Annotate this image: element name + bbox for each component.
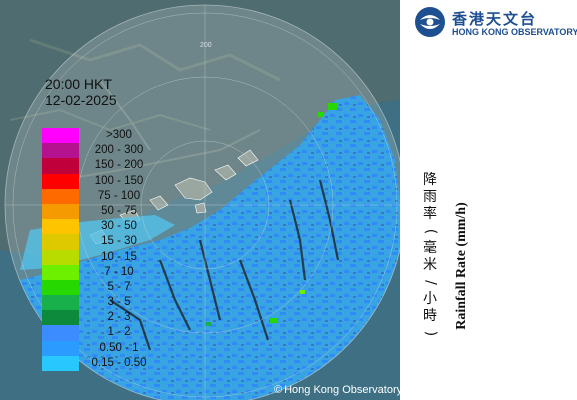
hko-emblem-icon	[415, 7, 445, 37]
legend-label: 100 - 150	[94, 174, 144, 187]
legend-label: 150 - 200	[94, 159, 144, 172]
legend-swatch	[42, 279, 79, 296]
observation-time: 20:00 HKT	[45, 76, 112, 92]
legend-swatch	[42, 355, 79, 371]
legend-row: 150 - 200	[42, 158, 177, 174]
legend-label: 75 - 100	[97, 189, 141, 202]
legend-row: 10 - 15	[42, 249, 177, 265]
legend-row: 5 - 7	[42, 279, 177, 296]
legend-title-zh-char: 時	[423, 308, 437, 324]
legend-row: 1 - 2	[42, 325, 177, 341]
legend-row: 30 - 50	[42, 219, 177, 235]
logo-name-en: HONG KONG OBSERVATORY	[452, 27, 577, 37]
legend-row: 50 - 75	[42, 203, 177, 220]
legend-swatch	[42, 219, 79, 235]
legend-title-zh: 降雨率 ( 毫米 / 小時)	[421, 172, 439, 342]
terrain-texture	[9, 38, 281, 181]
legend-swatch	[42, 295, 79, 311]
observation-date: 12-02-2025	[45, 92, 117, 108]
legend-label: >300	[106, 129, 132, 141]
legend-swatch	[42, 143, 79, 159]
copyright-text: Hong Kong Observatory	[284, 384, 400, 396]
range-label: 200	[200, 42, 212, 49]
legend-title-zh-char: 率	[423, 206, 437, 222]
legend-row: 3 - 5	[42, 295, 177, 311]
legend-title-zh-char: (	[422, 228, 439, 235]
legend-label: 1 - 2	[107, 326, 131, 339]
legend-label: 5 - 7	[107, 280, 131, 293]
copyright-symbol: ©	[274, 384, 283, 396]
legend-label: 30 - 50	[101, 220, 137, 233]
legend-label: 0.15 - 0.50	[91, 356, 147, 369]
legend-row: 100 - 150	[42, 173, 177, 189]
legend-swatch	[42, 234, 79, 250]
legend-row: >300	[42, 128, 177, 144]
legend-label: 2 - 3	[107, 311, 131, 324]
legend-row: 7 - 10	[42, 264, 177, 280]
legend-row: 200 - 300	[42, 143, 177, 159]
legend-swatch	[42, 203, 79, 220]
legend-row: 75 - 100	[42, 188, 177, 204]
legend-title-zh-char: 雨	[423, 189, 437, 205]
legend-title-zh-char: 小	[423, 291, 437, 307]
radar-map-canvas	[0, 0, 400, 400]
legend-row: 0.15 - 0.50	[42, 355, 177, 371]
logo-name-zh: 香港天文台	[452, 10, 538, 28]
radar-map: 200 200 ©Hong Kong Observatory	[0, 0, 400, 400]
legend-label: 7 - 10	[104, 265, 134, 278]
rain-echo	[5, 95, 400, 400]
info-panel: 香港天文台 HONG KONG OBSERVATORY	[400, 0, 577, 400]
radar-range-circle	[4, 4, 400, 400]
legend-swatch	[42, 340, 79, 356]
legend-title-zh-char: 毫	[423, 240, 437, 256]
legend-label: 15 - 30	[101, 235, 137, 248]
legend-swatch	[42, 158, 79, 174]
legend-swatch	[42, 264, 79, 280]
legend-label: 200 - 300	[94, 144, 144, 157]
hko-logo: 香港天文台 HONG KONG OBSERVATORY	[414, 6, 577, 40]
legend-title-zh-char: 降	[423, 172, 437, 188]
legend-swatch	[42, 310, 79, 326]
legend-label: 0.50 - 1	[99, 341, 139, 354]
legend-swatch	[42, 188, 79, 204]
echo-shadow	[109, 179, 340, 351]
legend-row: 15 - 30	[42, 234, 177, 250]
legend-swatch	[42, 325, 79, 341]
range-rings	[5, 5, 400, 400]
legend-title-zh-char: 米	[423, 257, 437, 273]
legend-swatch	[42, 173, 79, 189]
legend-label: 10 - 15	[101, 250, 137, 263]
legend-swatch	[42, 249, 79, 265]
heavy-rain-cells	[205, 103, 337, 326]
legend-label: 3 - 5	[107, 296, 131, 309]
legend-title-zh-char: /	[422, 280, 439, 285]
legend-row: 0.50 - 1	[42, 340, 177, 356]
legend-title-zh-char: )	[422, 330, 439, 337]
legend-label: 50 - 75	[101, 204, 137, 217]
copyright-notice: © Hong Kong Observatory	[274, 384, 400, 396]
legend-swatch	[42, 128, 79, 144]
rainfall-legend: >300 200 - 300 150 - 200 100 - 150 75 - 100 5…	[42, 128, 177, 371]
legend-row: 2 - 3	[42, 310, 177, 326]
legend-title-en: Rainfall Rate (mm/h)	[454, 202, 469, 330]
